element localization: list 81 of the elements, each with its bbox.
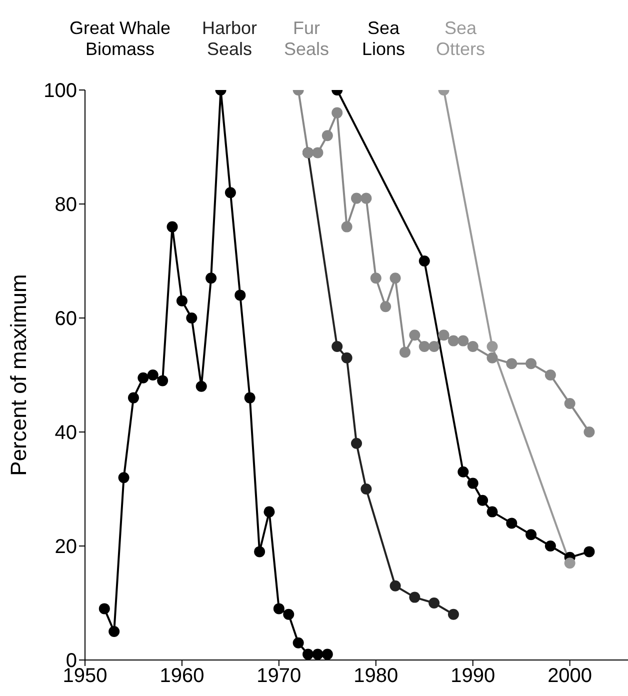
point <box>322 130 333 142</box>
point <box>273 603 284 614</box>
point <box>486 352 498 364</box>
point <box>486 506 498 518</box>
point <box>351 192 362 204</box>
point <box>224 187 236 198</box>
point <box>544 540 556 552</box>
point <box>283 608 294 620</box>
y-tick-label: 20 <box>54 536 77 558</box>
point <box>157 375 168 386</box>
point <box>564 558 576 569</box>
point <box>506 518 518 529</box>
point <box>234 290 246 301</box>
point <box>584 546 595 558</box>
point <box>341 352 352 364</box>
point <box>390 580 401 592</box>
point <box>360 192 372 204</box>
point <box>312 648 324 660</box>
y-tick-label: 100 <box>44 80 77 102</box>
series-label: Sea Lions <box>360 18 406 60</box>
x-tick-label: 1960 <box>160 665 204 688</box>
point <box>486 341 498 352</box>
point <box>477 494 488 506</box>
x-tick-label: 1970 <box>256 665 302 688</box>
point <box>564 398 576 409</box>
series-label: Sea Otters <box>434 18 486 60</box>
point <box>264 506 275 518</box>
point <box>302 648 314 660</box>
point <box>467 478 478 489</box>
point <box>428 341 440 352</box>
point <box>108 626 120 637</box>
point <box>584 426 595 438</box>
point <box>380 301 392 312</box>
x-tick-label: 1980 <box>354 665 398 688</box>
x-tick-label: 2000 <box>548 665 592 688</box>
point <box>360 484 372 494</box>
point <box>128 392 139 404</box>
point <box>418 341 430 352</box>
point <box>390 272 401 284</box>
point <box>176 295 188 306</box>
y-tick-label: 40 <box>54 422 77 444</box>
point <box>322 648 333 660</box>
point <box>448 335 459 346</box>
point <box>312 147 324 158</box>
point <box>341 221 352 232</box>
point <box>332 107 343 118</box>
point <box>196 380 207 392</box>
point <box>138 372 149 384</box>
point <box>254 546 266 558</box>
point <box>428 598 440 608</box>
point <box>244 392 256 404</box>
point <box>458 335 469 346</box>
point <box>147 370 158 380</box>
point <box>332 341 343 352</box>
point <box>544 370 556 380</box>
point <box>292 637 304 648</box>
point <box>467 341 478 352</box>
y-tick-label: 60 <box>54 308 77 330</box>
point <box>166 221 178 232</box>
y-tick-label: 80 <box>54 194 77 216</box>
point <box>98 603 110 614</box>
point <box>351 438 362 449</box>
point <box>409 330 420 341</box>
y-axis-title: Percent of maximum <box>6 274 31 476</box>
point <box>370 272 382 284</box>
point <box>448 608 459 620</box>
series-label: Fur Seals <box>282 18 330 60</box>
point <box>206 272 217 284</box>
x-tick-label: 1990 <box>450 665 496 688</box>
point <box>186 312 198 324</box>
text: Great Whale Biomass <box>68 18 172 60</box>
point <box>118 472 130 484</box>
text: Harbor Seals <box>202 18 258 60</box>
point <box>526 529 537 540</box>
point <box>458 466 469 478</box>
point <box>399 346 410 358</box>
point <box>418 256 430 266</box>
point <box>409 592 420 603</box>
point <box>506 358 518 370</box>
point <box>438 330 450 341</box>
point <box>526 358 537 370</box>
